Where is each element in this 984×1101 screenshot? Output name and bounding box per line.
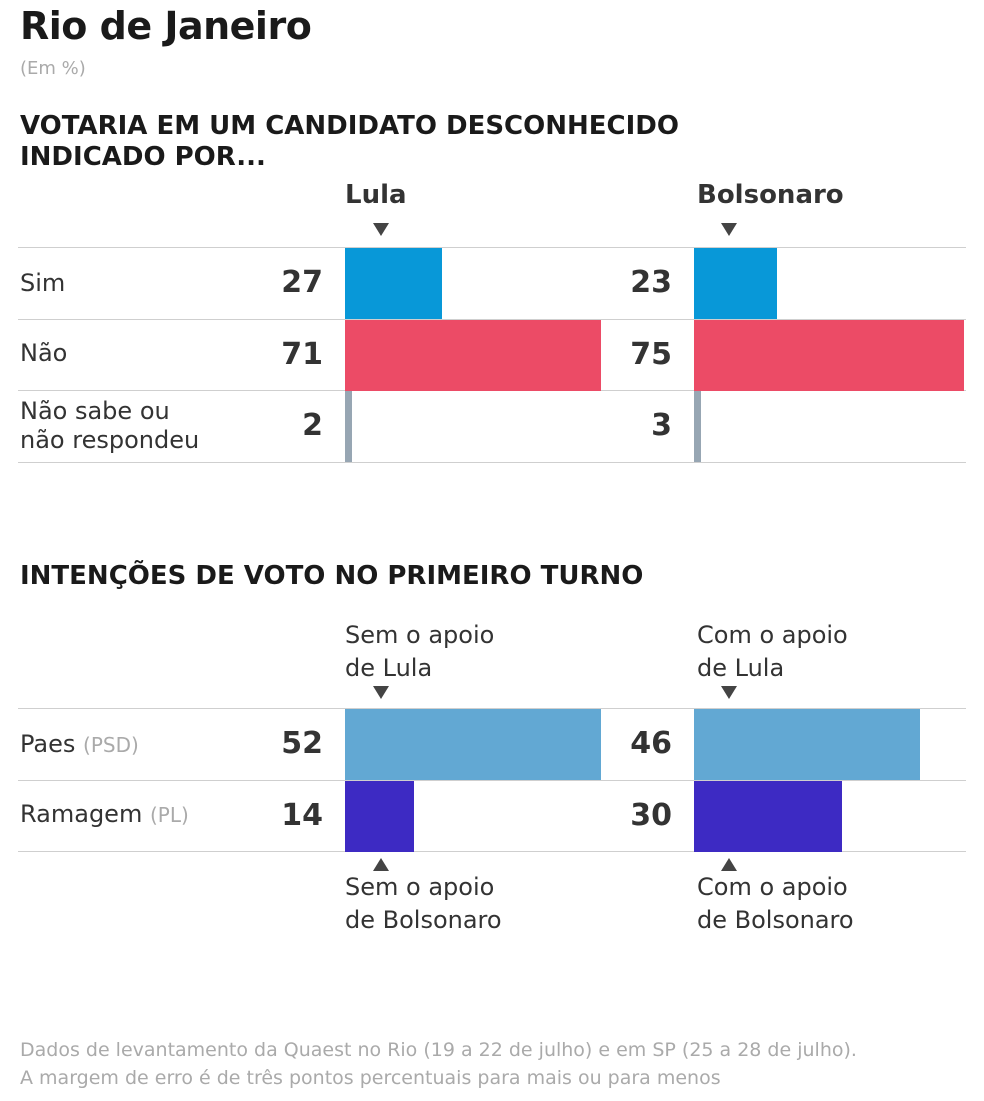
label-line: Sem o apoio — [345, 621, 495, 649]
section2-title: INTENÇÕES DE VOTO NO PRIMEIRO TURNO — [20, 561, 644, 591]
page-title: Rio de Janeiro — [20, 4, 312, 48]
footer-line: A margem de erro é de três pontos percen… — [20, 1067, 721, 1089]
candidate-party: (PSD) — [83, 733, 139, 757]
candidate-name: Paes — [20, 730, 76, 758]
row-label-text: não respondeu — [20, 426, 200, 454]
label-com-apoio-lula: Com o apoio de Lula — [697, 619, 848, 685]
bar-s2-com-1 — [694, 781, 842, 852]
value-label: 2 — [302, 408, 323, 443]
divider — [18, 462, 966, 463]
row-label-sim: Sim — [20, 269, 65, 298]
arrow-down-icon — [373, 223, 389, 236]
label-line: de Bolsonaro — [345, 906, 502, 934]
divider — [18, 247, 966, 248]
bar-s1-lula-2 — [345, 391, 352, 462]
label-line: Com o apoio — [697, 873, 848, 901]
label-line: Sem o apoio — [345, 873, 495, 901]
bar-s1-bolsonaro-2 — [694, 391, 701, 462]
bar-s1-lula-0 — [345, 248, 443, 319]
value-label: 71 — [281, 337, 323, 372]
label-line: Com o apoio — [697, 621, 848, 649]
value-label: 75 — [630, 337, 672, 372]
arrow-down-icon — [373, 686, 389, 699]
value-label: 27 — [281, 265, 323, 300]
column-header-bolsonaro: Bolsonaro — [697, 180, 844, 210]
value-label: 52 — [281, 726, 323, 761]
footer-line: Dados de levantamento da Quaest no Rio (… — [20, 1039, 857, 1061]
value-label: 30 — [630, 798, 672, 833]
value-label: 23 — [630, 265, 672, 300]
footer-note: Dados de levantamento da Quaest no Rio (… — [20, 1036, 857, 1092]
page-subtitle: (Em %) — [20, 58, 86, 79]
row-label-nao: Não — [20, 339, 67, 368]
value-label: 14 — [281, 798, 323, 833]
divider — [18, 851, 966, 852]
section1-title-line2: INDICADO POR... — [20, 142, 266, 172]
divider — [18, 780, 966, 781]
row-label-ramagem: Ramagem (PL) — [20, 800, 189, 830]
bar-s1-bolsonaro-0 — [694, 248, 777, 319]
arrow-up-icon — [721, 858, 737, 871]
arrow-down-icon — [721, 686, 737, 699]
section1-title: VOTARIA EM UM CANDIDATO DESCONHECIDO IND… — [20, 111, 679, 173]
arrow-down-icon — [721, 223, 737, 236]
bar-s2-com-0 — [694, 709, 921, 780]
label-line: de Lula — [697, 654, 785, 682]
value-label: 3 — [651, 408, 672, 443]
value-label: 46 — [630, 726, 672, 761]
section1-title-line1: VOTARIA EM UM CANDIDATO DESCONHECIDO — [20, 111, 679, 141]
candidate-party: (PL) — [149, 803, 189, 827]
row-label-text: Sim — [20, 269, 66, 297]
label-line: de Bolsonaro — [697, 906, 854, 934]
divider — [18, 708, 966, 709]
bar-s1-lula-1 — [345, 320, 601, 391]
bar-s1-bolsonaro-1 — [694, 320, 964, 391]
arrow-up-icon — [373, 858, 389, 871]
column-header-lula: Lula — [345, 180, 407, 210]
label-sem-apoio-lula: Sem o apoio de Lula — [345, 619, 494, 685]
row-label-paes: Paes (PSD) — [20, 730, 139, 760]
label-com-apoio-bolsonaro: Com o apoio de Bolsonaro — [697, 871, 854, 937]
label-line: de Lula — [345, 654, 433, 682]
label-sem-apoio-bolsonaro: Sem o apoio de Bolsonaro — [345, 871, 502, 937]
bar-s2-sem-0 — [345, 709, 601, 780]
row-label-nao-sabe: Não sabe ou não respondeu — [20, 397, 199, 455]
divider — [18, 319, 966, 320]
row-label-text: Não — [20, 339, 68, 367]
candidate-name: Ramagem — [20, 800, 143, 828]
row-label-text: Não sabe ou — [20, 397, 170, 425]
bar-s2-sem-1 — [345, 781, 414, 852]
